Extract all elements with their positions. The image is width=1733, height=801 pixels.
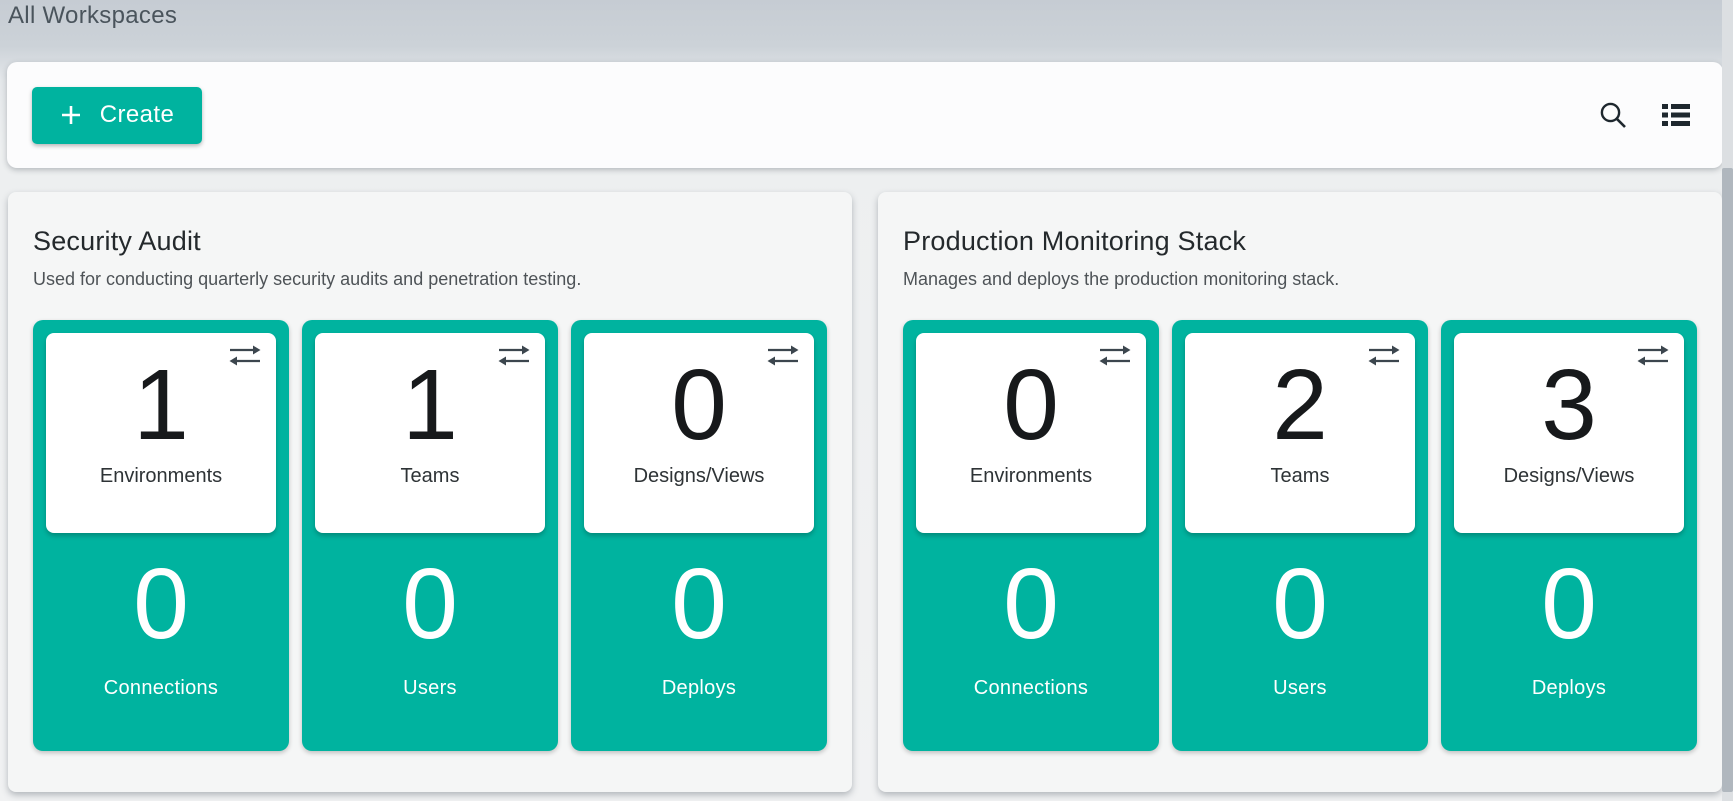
stat-top-panel: 1 Environments bbox=[46, 333, 276, 533]
page-title: All Workspaces bbox=[8, 2, 178, 29]
stat-top-panel: 0 Environments bbox=[916, 333, 1146, 533]
stat-value: 3 bbox=[1541, 349, 1597, 461]
transfer-button[interactable] bbox=[227, 344, 263, 371]
toolbar: Create bbox=[7, 62, 1723, 168]
stat-bottom-panel: 0 Connections bbox=[33, 533, 289, 751]
search-button[interactable] bbox=[1598, 100, 1628, 130]
transfer-arrows-icon bbox=[498, 345, 530, 366]
stat-label: Designs/Views bbox=[633, 465, 765, 487]
view-list-icon bbox=[1662, 104, 1690, 126]
substat-value: 0 bbox=[133, 548, 189, 660]
transfer-button[interactable] bbox=[496, 344, 532, 371]
stat-card-environments-connections[interactable]: 1 Environments 0 Connections bbox=[33, 320, 289, 751]
workspace-list: Security Audit Used for conducting quart… bbox=[8, 192, 1722, 792]
stat-label: Environments bbox=[99, 465, 223, 487]
transfer-arrows-icon bbox=[229, 345, 261, 366]
stat-label: Teams bbox=[400, 465, 460, 487]
scrollbar-track[interactable] bbox=[1722, 0, 1733, 801]
transfer-button[interactable] bbox=[765, 344, 801, 371]
stat-bottom-panel: 0 Connections bbox=[903, 533, 1159, 751]
substat-value: 0 bbox=[1541, 548, 1597, 660]
workspace-description: Used for conducting quarterly security a… bbox=[33, 269, 582, 289]
stat-top-panel: 3 Designs/Views bbox=[1454, 333, 1684, 533]
stat-value: 1 bbox=[133, 349, 189, 461]
transfer-arrows-icon bbox=[1368, 345, 1400, 366]
substat-label: Users bbox=[403, 677, 457, 699]
stat-value: 1 bbox=[402, 349, 458, 461]
stat-bottom-panel: 0 Users bbox=[302, 533, 558, 751]
search-icon bbox=[1600, 102, 1626, 128]
scrollbar-thumb[interactable] bbox=[1722, 168, 1733, 792]
stat-grid: 0 Environments 0 Connections bbox=[903, 320, 1697, 751]
transfer-arrows-icon bbox=[1637, 345, 1669, 366]
substat-label: Users bbox=[1273, 677, 1327, 699]
substat-label: Connections bbox=[973, 677, 1089, 699]
stat-label: Designs/Views bbox=[1503, 465, 1635, 487]
workspace-card-security-audit: Security Audit Used for conducting quart… bbox=[8, 192, 852, 792]
workspace-description: Manages and deploys the production monit… bbox=[903, 269, 1340, 289]
stat-card-environments-connections[interactable]: 0 Environments 0 Connections bbox=[903, 320, 1159, 751]
view-list-button[interactable] bbox=[1662, 103, 1690, 127]
stat-label: Environments bbox=[969, 465, 1093, 487]
stat-top-panel: 0 Designs/Views bbox=[584, 333, 814, 533]
substat-label: Connections bbox=[103, 677, 219, 699]
stat-bottom-panel: 0 Users bbox=[1172, 533, 1428, 751]
stat-bottom-panel: 0 Deploys bbox=[1441, 533, 1697, 751]
workspace-card-production-monitoring-stack: Production Monitoring Stack Manages and … bbox=[878, 192, 1722, 792]
stat-card-teams-users[interactable]: 1 Teams 0 Users bbox=[302, 320, 558, 751]
transfer-arrows-icon bbox=[767, 345, 799, 366]
create-button-label: Create bbox=[99, 101, 175, 128]
substat-label: Deploys bbox=[661, 677, 737, 699]
transfer-button[interactable] bbox=[1635, 344, 1671, 371]
transfer-arrows-icon bbox=[1099, 345, 1131, 366]
transfer-button[interactable] bbox=[1366, 344, 1402, 371]
stat-bottom-panel: 0 Deploys bbox=[571, 533, 827, 751]
transfer-button[interactable] bbox=[1097, 344, 1133, 371]
toolbar-actions bbox=[1598, 100, 1690, 130]
stat-value: 0 bbox=[671, 349, 727, 461]
stat-card-designs-deploys[interactable]: 3 Designs/Views 0 Deploys bbox=[1441, 320, 1697, 751]
stat-card-teams-users[interactable]: 2 Teams 0 Users bbox=[1172, 320, 1428, 751]
substat-label: Deploys bbox=[1531, 677, 1607, 699]
substat-value: 0 bbox=[402, 548, 458, 660]
stat-top-panel: 2 Teams bbox=[1185, 333, 1415, 533]
stat-top-panel: 1 Teams bbox=[315, 333, 545, 533]
substat-value: 0 bbox=[1003, 548, 1059, 660]
stat-value: 0 bbox=[1003, 349, 1059, 461]
stat-label: Teams bbox=[1270, 465, 1330, 487]
substat-value: 0 bbox=[671, 548, 727, 660]
stat-card-designs-deploys[interactable]: 0 Designs/Views 0 Deploys bbox=[571, 320, 827, 751]
stat-grid: 1 Environments 0 Connections bbox=[33, 320, 827, 751]
plus-icon bbox=[61, 106, 80, 124]
substat-value: 0 bbox=[1272, 548, 1328, 660]
create-workspace-button[interactable]: Create bbox=[32, 86, 202, 144]
stat-value: 2 bbox=[1272, 349, 1328, 461]
workspace-title: Production Monitoring Stack bbox=[903, 226, 1247, 256]
workspace-title: Security Audit bbox=[33, 226, 201, 256]
